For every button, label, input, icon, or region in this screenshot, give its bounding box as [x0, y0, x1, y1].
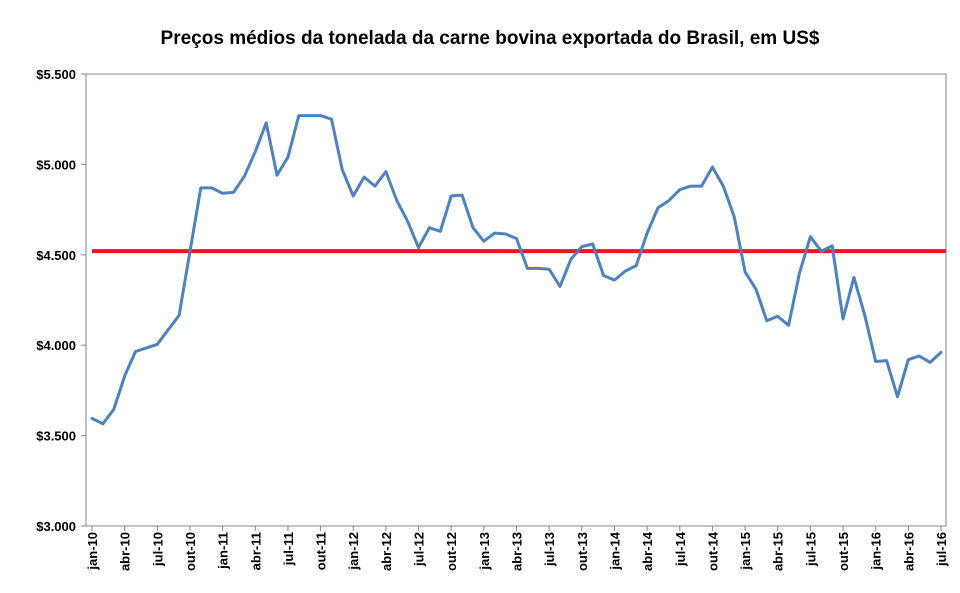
y-axis-ticks: $3.000 $3.500 $4.000 $4.500 $5.000 $5.500	[36, 67, 86, 534]
x-tick-label: jan-13	[477, 532, 492, 571]
x-tick-label: jul-15	[803, 532, 818, 567]
x-tick-label: jan-14	[607, 531, 622, 570]
x-tick-label: jul-14	[673, 531, 688, 567]
y-tick-label: $5.500	[36, 67, 76, 82]
x-tick-label: out-14	[705, 531, 720, 571]
x-tick-label: jan-11	[216, 532, 231, 570]
y-tick-label: $4.500	[36, 248, 76, 263]
x-tick-label: out-11	[314, 532, 329, 570]
x-tick-label: abr-10	[118, 532, 133, 571]
x-axis-ticks: jan-10 abr-10 jul-10 out-10 jan-11 abr-11 jul-…	[85, 526, 949, 571]
y-tick-label: $5.000	[36, 157, 76, 172]
x-tick-label: jul-12	[412, 532, 427, 567]
x-tick-label: jul-11	[281, 532, 296, 566]
x-tick-label: jan-10	[85, 532, 100, 571]
x-tick-label: abr-14	[640, 531, 655, 571]
series-lines	[90, 114, 946, 426]
x-tick-label: jul-13	[542, 532, 557, 567]
x-tick-label: abr-12	[379, 532, 394, 571]
x-tick-label: abr-13	[510, 532, 525, 571]
y-tick-label: $3.000	[36, 519, 76, 534]
x-tick-label: abr-15	[771, 532, 786, 571]
axes	[85, 73, 947, 527]
price-series-line	[90, 114, 943, 426]
y-tick-label: $3.500	[36, 429, 76, 444]
x-tick-label: jan-15	[738, 532, 753, 571]
x-tick-label: out-10	[183, 532, 198, 571]
x-tick-label: abr-11	[248, 532, 263, 570]
x-tick-label: jan-12	[346, 532, 361, 571]
x-tick-label: abr-16	[901, 532, 916, 571]
x-tick-label: jul-10	[150, 532, 165, 567]
x-tick-label: jul-16	[934, 532, 949, 567]
x-tick-label: out-13	[575, 532, 590, 571]
x-tick-label: out-12	[444, 532, 459, 571]
y-tick-label: $4.000	[36, 338, 76, 353]
plot-area-border	[85, 73, 947, 527]
x-tick-label: jan-16	[869, 532, 884, 571]
x-tick-label: out-15	[836, 532, 851, 571]
chart-title: Preços médios da tonelada da carne bovin…	[160, 28, 820, 49]
